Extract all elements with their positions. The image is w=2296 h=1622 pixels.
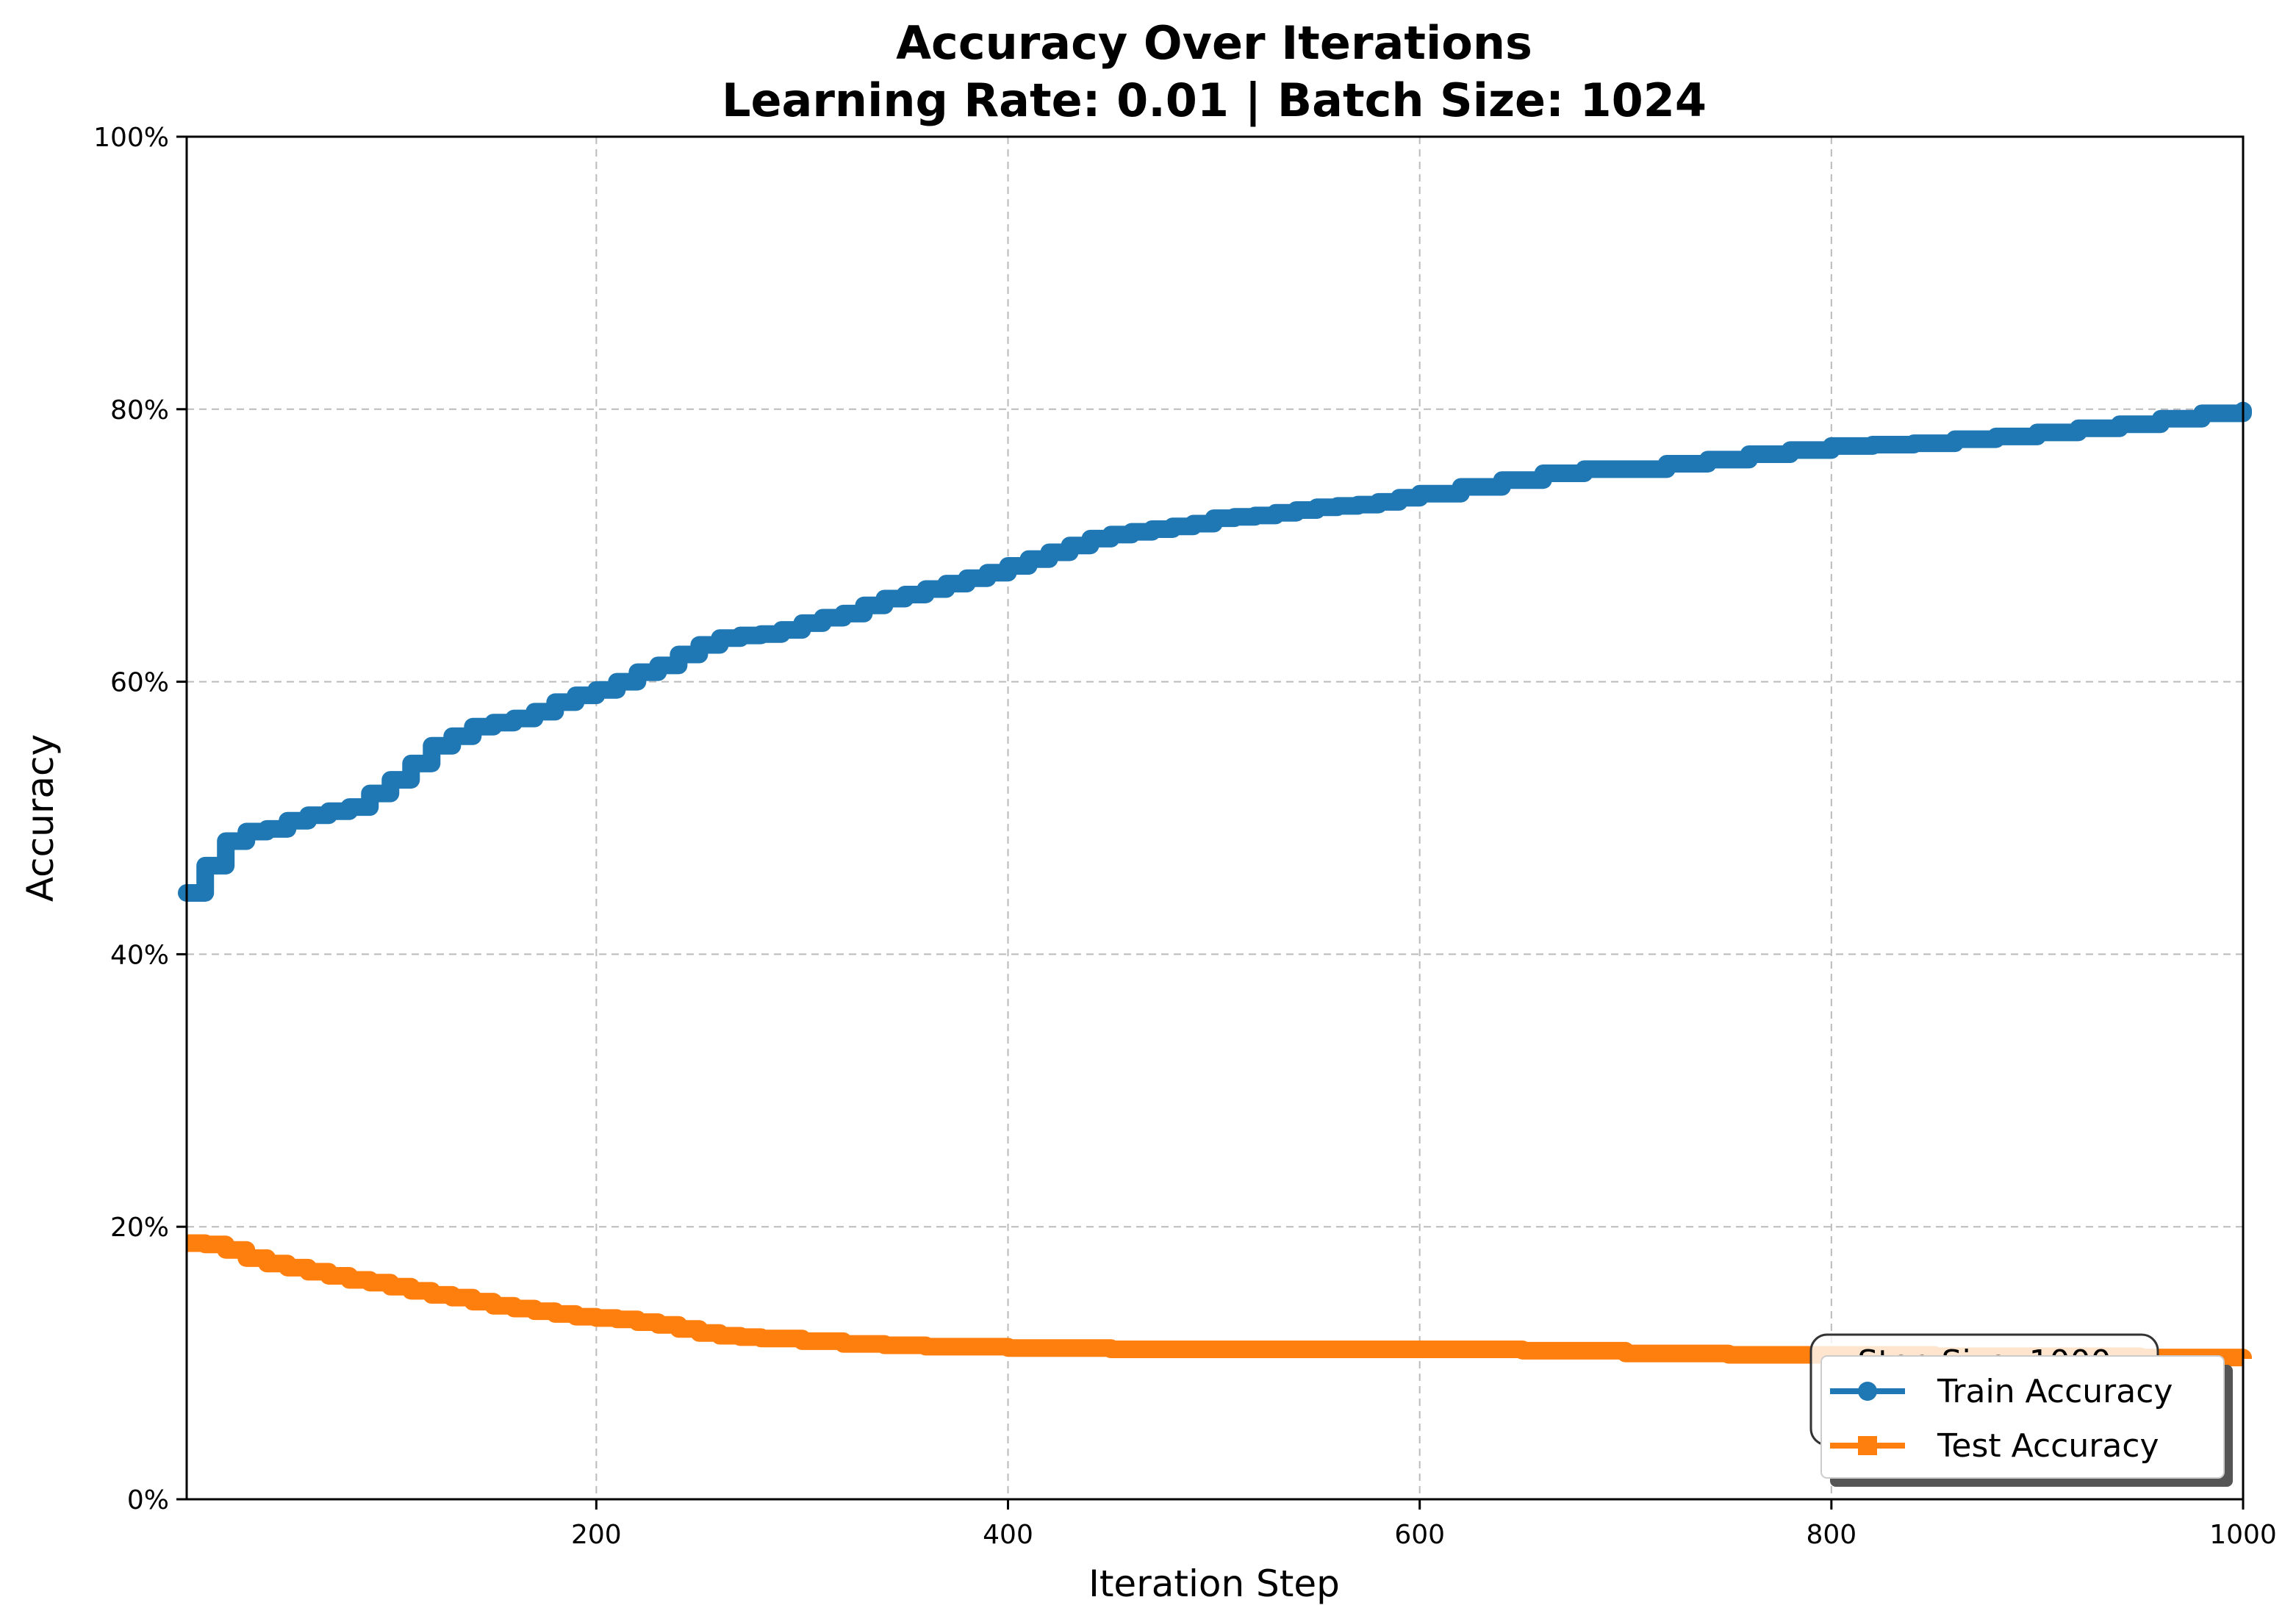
x-tick-label: 600 (1394, 1520, 1445, 1550)
legend-marker-circle (1858, 1382, 1877, 1401)
y-axis-label: Accuracy (19, 734, 62, 902)
chart-title: Accuracy Over Iterations (896, 16, 1532, 70)
y-tick-label: 40% (110, 940, 169, 970)
y-tick-label: 100% (93, 123, 169, 153)
x-tick-label: 800 (1806, 1520, 1856, 1550)
y-tick-label: 60% (110, 668, 169, 698)
y-axis-ticks: 0% 20% 40% 60% 80% 100% (93, 123, 187, 1515)
legend: Train Accuracy Test Accuracy (1820, 1355, 2233, 1487)
y-tick-label: 20% (110, 1213, 169, 1243)
x-tick-label: 400 (983, 1520, 1033, 1550)
legend-marker-square (1858, 1436, 1877, 1455)
x-axis-label: Iteration Step (1088, 1562, 1340, 1605)
plot-frame (185, 135, 2245, 1501)
legend-label: Test Accuracy (1937, 1427, 2159, 1465)
legend-label: Train Accuracy (1937, 1373, 2173, 1410)
x-axis-ticks: 200 400 600 800 1000 (571, 1499, 2277, 1550)
x-tick-label: 200 (571, 1520, 622, 1550)
x-tick-label: 1000 (2209, 1520, 2277, 1550)
series-line-train (178, 401, 2252, 902)
y-tick-label: 0% (127, 1485, 169, 1515)
y-tick-label: 80% (110, 395, 169, 426)
legend-items: Train Accuracy Test Accuracy (1830, 1373, 2173, 1465)
series-line-test (187, 1234, 2252, 1367)
series-lines (178, 401, 2252, 1367)
legend-box (1820, 1355, 2225, 1479)
chart-subtitle: Learning Rate: 0.01 | Batch Size: 1024 (722, 73, 1707, 128)
